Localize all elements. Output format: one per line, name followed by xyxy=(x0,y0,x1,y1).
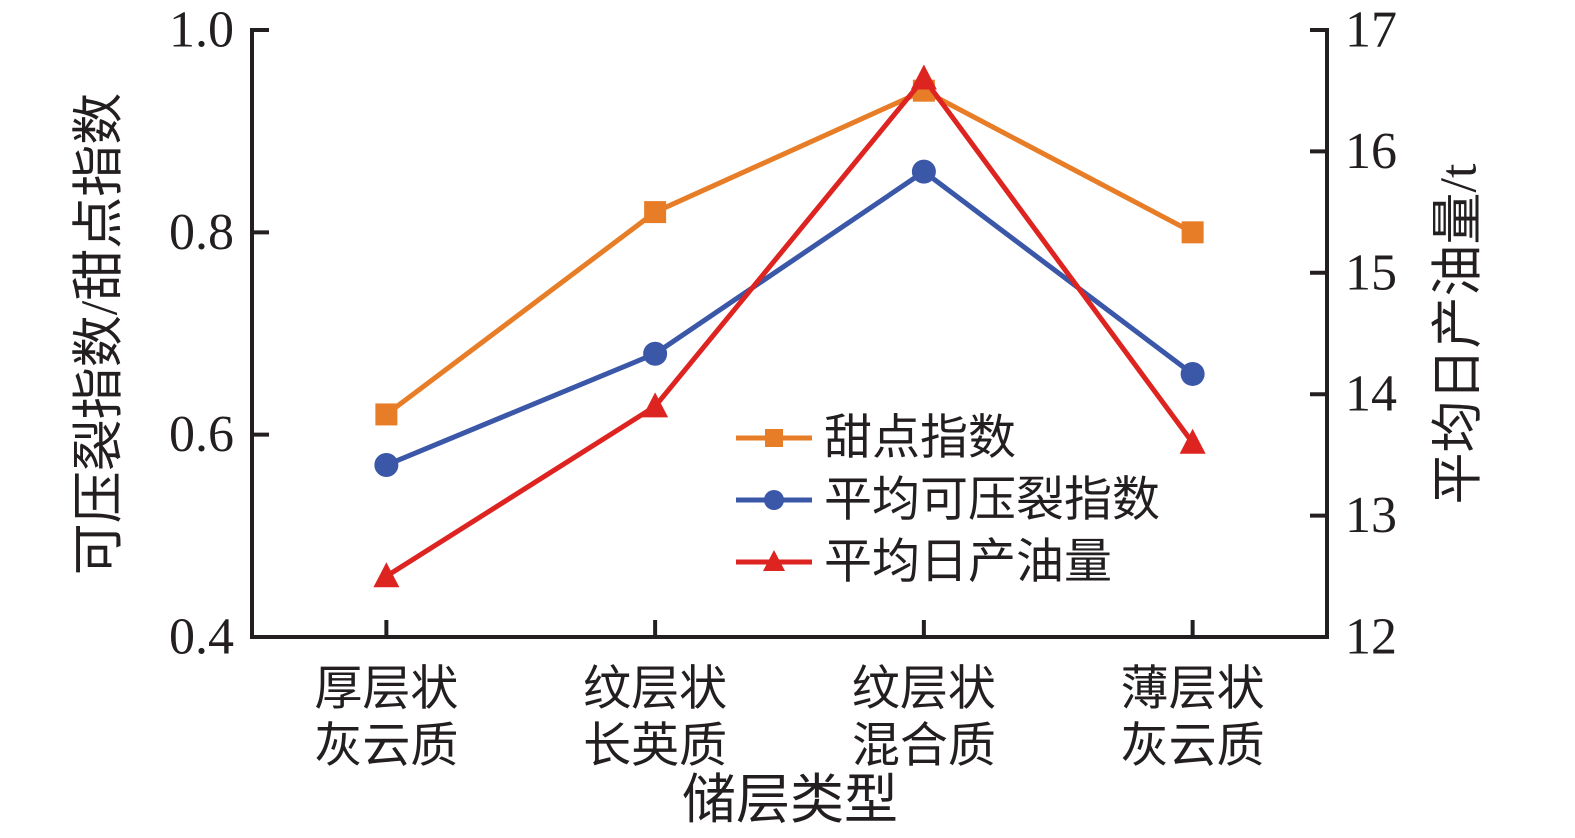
square-marker xyxy=(375,403,398,426)
y-left-tick-label: 1.0 xyxy=(169,2,234,59)
series-layer xyxy=(373,64,1206,588)
triangle-marker xyxy=(642,392,669,418)
square-marker xyxy=(644,201,667,224)
triangle-marker xyxy=(1179,428,1206,454)
x-category-label: 长英质 xyxy=(583,720,727,773)
x-category-label: 纹层状 xyxy=(852,663,996,716)
circle-marker xyxy=(643,341,668,366)
x-axis-title: 储层类型 xyxy=(682,770,898,830)
y-right-tick-label: 13 xyxy=(1345,487,1397,544)
square-marker xyxy=(1181,221,1204,244)
legend-label: 平均日产油量 xyxy=(824,536,1112,589)
axis-spines xyxy=(250,28,1329,639)
x-category-label: 薄层状 xyxy=(1121,663,1265,716)
triangle-marker xyxy=(373,562,400,588)
triangle-marker xyxy=(910,64,937,90)
circle-marker xyxy=(374,453,399,478)
axes-layer xyxy=(250,28,1329,639)
y-right-tick-label: 12 xyxy=(1345,609,1397,666)
circle-marker xyxy=(1180,361,1205,386)
y-left-tick-label: 0.8 xyxy=(169,204,234,261)
circle-marker xyxy=(911,159,936,184)
x-category-label: 灰云质 xyxy=(1121,720,1265,773)
series-line xyxy=(385,74,1195,579)
x-category-label: 灰云质 xyxy=(314,720,458,773)
legend-entry: 平均可压裂指数 xyxy=(736,474,1160,527)
y-right-tick-label: 17 xyxy=(1345,2,1397,59)
series-square xyxy=(375,79,1204,426)
legend-label: 甜点指数 xyxy=(824,412,1016,465)
square-marker xyxy=(765,429,783,447)
x-category-label: 纹层状 xyxy=(583,663,727,716)
y-right-axis-title: 平均日产油量/t xyxy=(1431,163,1488,504)
series-circle xyxy=(374,159,1205,478)
x-category-label: 混合质 xyxy=(852,720,996,773)
y-left-tick-label: 0.6 xyxy=(169,406,234,463)
tick-labels-layer: 0.40.60.81.0121314151617厚层状灰云质纹层状长英质纹层状混… xyxy=(169,2,1397,773)
y-right-tick-label: 15 xyxy=(1345,244,1397,301)
circle-marker xyxy=(764,490,784,510)
y-left-axis-title: 可压裂指数/甜点指数 xyxy=(72,93,129,575)
series-line xyxy=(384,87,1194,417)
legend-entry: 平均日产油量 xyxy=(736,536,1112,589)
legend-label: 平均可压裂指数 xyxy=(824,474,1160,527)
x-category-label: 厚层状 xyxy=(314,663,458,716)
y-left-tick-label: 0.4 xyxy=(169,609,234,666)
legend-entry: 甜点指数 xyxy=(736,412,1016,465)
series-line xyxy=(385,168,1195,468)
triangle-marker xyxy=(763,550,785,571)
series-triangle xyxy=(373,64,1206,588)
y-right-tick-label: 16 xyxy=(1345,123,1397,180)
y-right-tick-label: 14 xyxy=(1345,366,1397,423)
